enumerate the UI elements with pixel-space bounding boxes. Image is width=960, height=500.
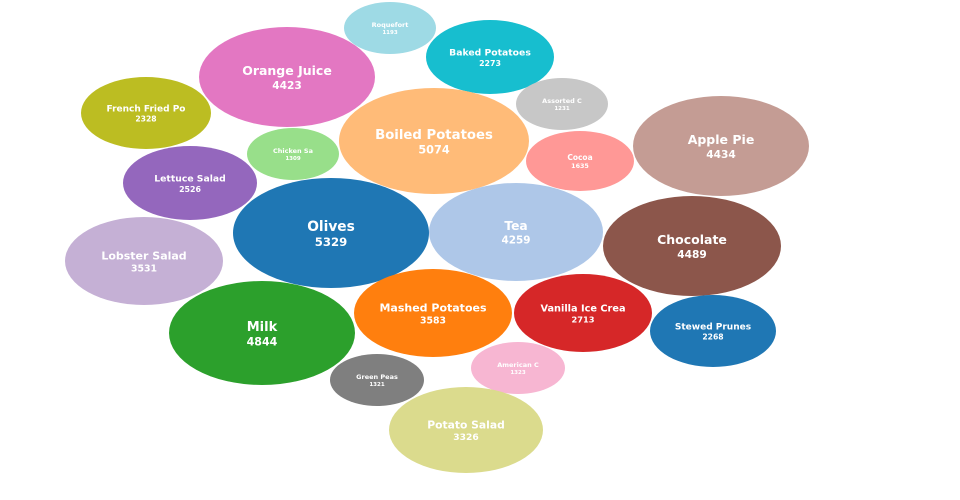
bubble-value-potato-salad: 3326: [453, 433, 478, 443]
bubble-circle-boiled-potatoes: [339, 88, 529, 194]
bubble-label-french-fried-po: French Fried Po: [107, 105, 186, 115]
bubble-circle-lettuce-salad: [123, 146, 257, 220]
bubble-value-milk: 4844: [247, 335, 278, 348]
bubble-value-baked-potatoes: 2273: [479, 59, 501, 68]
bubble-label-stewed-prunes: Stewed Prunes: [675, 323, 751, 333]
bubble-circle-roquefort: [344, 2, 436, 54]
bubble-label-american-c: American C: [497, 361, 539, 369]
bubble-circle-orange-juice: [199, 27, 375, 127]
bubble-label-cocoa: Cocoa: [567, 153, 592, 162]
bubble-label-lobster-salad: Lobster Salad: [101, 249, 186, 262]
bubble-label-orange-juice: Orange Juice: [242, 63, 332, 78]
bubble-label-mashed-potatoes: Mashed Potatoes: [379, 301, 486, 314]
bubble-value-chicken-sa: 1309: [285, 156, 301, 162]
bubble-value-chocolate: 4489: [677, 248, 707, 261]
bubble-label-assorted-c: Assorted C: [542, 97, 582, 105]
bubble-circle-olives: [233, 178, 429, 288]
bubble-value-stewed-prunes: 2268: [702, 333, 723, 342]
bubble-label-boiled-potatoes: Boiled Potatoes: [375, 128, 493, 143]
bubble-value-apple-pie: 4434: [706, 148, 736, 161]
bubble-value-boiled-potatoes: 5074: [418, 144, 449, 157]
bubble-label-baked-potatoes: Baked Potatoes: [449, 48, 531, 59]
bubble-label-olives: Olives: [307, 219, 355, 235]
bubble-potato-salad: Potato Salad 3326: [389, 387, 543, 473]
bubble-value-tea: 4259: [502, 235, 531, 247]
bubble-circle-vanilla-ice-crea: [514, 274, 652, 352]
bubble-circle-french-fried-po: [81, 77, 211, 149]
bubble-label-vanilla-ice-crea: Vanilla Ice Crea: [540, 304, 625, 315]
bubble-label-chocolate: Chocolate: [657, 232, 727, 247]
bubble-label-milk: Milk: [247, 320, 278, 335]
bubble-value-green-peas: 1321: [369, 382, 385, 388]
bubble-value-mashed-potatoes: 3583: [420, 315, 446, 326]
bubble-circle-chicken-sa: [247, 128, 339, 180]
bubble-circle-tea: [429, 183, 603, 281]
bubble-value-lettuce-salad: 2526: [179, 185, 201, 194]
bubble-value-roquefort: 1193: [382, 30, 398, 36]
bubble-tea: Tea 4259: [429, 183, 603, 281]
bubble-value-lobster-salad: 3531: [131, 263, 157, 274]
bubble-value-assorted-c: 1231: [554, 106, 570, 112]
bubble-circle-assorted-c: [516, 78, 608, 130]
bubble-circle-lobster-salad: [65, 217, 223, 305]
bubble-label-chicken-sa: Chicken Sa: [273, 147, 313, 155]
bubble-label-apple-pie: Apple Pie: [688, 132, 755, 147]
bubble-circle-cocoa: [526, 131, 634, 191]
bubble-label-green-peas: Green Peas: [356, 373, 398, 381]
bubble-label-lettuce-salad: Lettuce Salad: [154, 174, 226, 185]
bubble-label-potato-salad: Potato Salad: [427, 418, 505, 431]
bubble-label-roquefort: Roquefort: [372, 21, 409, 29]
bubble-label-tea: Tea: [504, 219, 527, 233]
bubble-circle-mashed-potatoes: [354, 269, 512, 357]
bubble-value-olives: 5329: [315, 235, 348, 249]
bubble-value-cocoa: 1635: [571, 162, 589, 170]
bubble-value-american-c: 1323: [510, 370, 526, 376]
bubble-circle-green-peas: [330, 354, 424, 406]
bubble-circle-milk: [169, 281, 355, 385]
bubble-circle-apple-pie: [633, 96, 809, 196]
bubble-circle-chocolate: [603, 196, 781, 296]
bubble-circle-potato-salad: [389, 387, 543, 473]
bubble-value-vanilla-ice-crea: 2713: [571, 314, 594, 324]
bubble-value-orange-juice: 4423: [272, 79, 302, 92]
bubble-value-french-fried-po: 2328: [135, 115, 156, 124]
bubble-circle-stewed-prunes: [650, 295, 776, 367]
bubble-circle-american-c: [471, 342, 565, 394]
bubble-circle-baked-potatoes: [426, 20, 554, 94]
